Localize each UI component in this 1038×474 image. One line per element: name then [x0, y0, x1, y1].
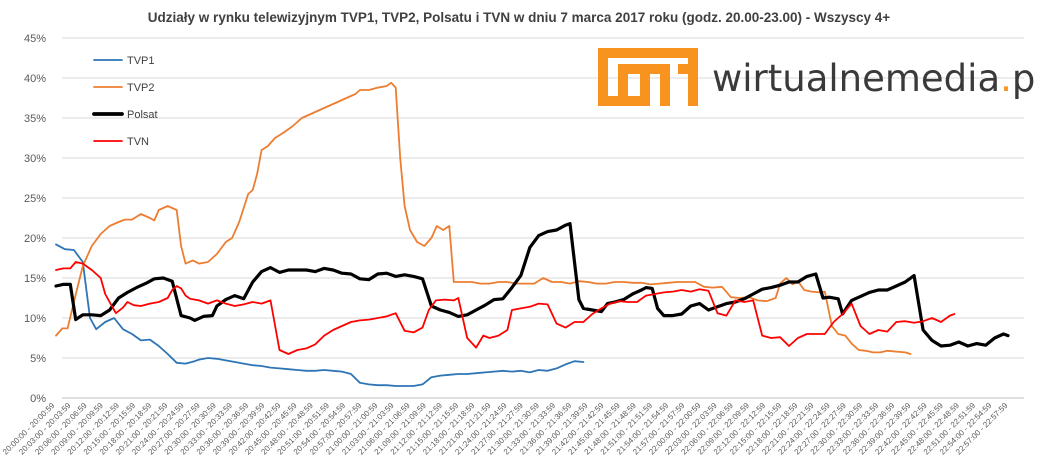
logo-dot: .	[1000, 57, 1012, 100]
svg-text:wirtualnemedia.pl: wirtualnemedia.pl	[712, 57, 1038, 100]
legend-label-polsat: Polsat	[127, 109, 158, 121]
series-lines	[54, 81, 1010, 387]
logo-wordmark: wirtualnemedia	[712, 57, 1000, 100]
chart-title: Udziały w rynku telewizyjnym TVP1, TVP2,…	[148, 10, 891, 25]
y-tick-label: 30%	[24, 153, 46, 165]
series-line-tvp1	[55, 243, 585, 387]
grid	[62, 37, 1024, 399]
logo-suffix: pl	[1012, 57, 1038, 100]
series-line-tvp2	[55, 81, 912, 355]
y-tick-label: 10%	[24, 313, 46, 325]
y-tick-label: 40%	[24, 73, 46, 85]
legend: TVP1 TVP2 Polsat TVN	[92, 55, 158, 148]
y-tick-label: 5%	[30, 353, 46, 365]
legend-label-tvp1: TVP1	[127, 55, 155, 67]
series-line-polsat	[54, 222, 1010, 348]
y-tick-label: 20%	[24, 233, 46, 245]
y-tick-label: 0%	[30, 393, 46, 405]
legend-label-tvn: TVN	[127, 136, 149, 148]
y-axis-ticks: 0% 5% 10% 15% 20% 25% 30% 35% 40% 45%	[24, 33, 46, 405]
y-tick-label: 15%	[24, 273, 46, 285]
legend-label-tvp2: TVP2	[127, 82, 155, 94]
y-tick-label: 35%	[24, 113, 46, 125]
logo-mark	[598, 48, 698, 106]
y-tick-label: 45%	[24, 33, 46, 45]
y-tick-label: 25%	[24, 193, 46, 205]
series-line-tvn	[55, 261, 956, 355]
wirtualnemedia-logo: wirtualnemedia.pl	[598, 48, 1038, 106]
